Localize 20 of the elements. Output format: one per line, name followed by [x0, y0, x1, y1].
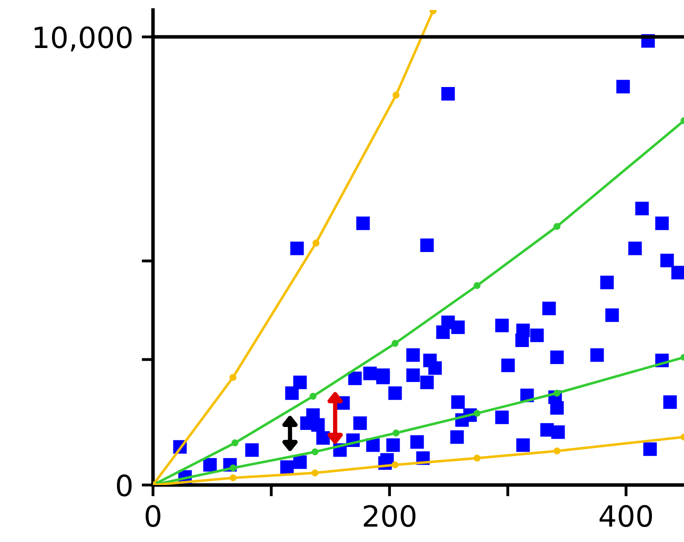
point	[392, 92, 400, 99]
point	[310, 392, 316, 400]
point	[312, 448, 318, 456]
x-tick-label: 0	[146, 504, 160, 528]
x-tick-label: 200	[364, 504, 416, 528]
point	[229, 374, 236, 381]
x-tick-label: 400	[600, 504, 652, 528]
point	[231, 439, 238, 446]
y-tick-label: 10,000	[34, 26, 132, 52]
point	[312, 240, 320, 246]
point	[392, 461, 399, 468]
point	[230, 474, 237, 482]
point	[554, 447, 560, 454]
point	[392, 430, 400, 436]
point	[474, 410, 481, 417]
point	[392, 340, 399, 347]
point	[312, 469, 318, 476]
point	[474, 282, 481, 290]
point	[474, 454, 481, 462]
point	[554, 222, 560, 230]
